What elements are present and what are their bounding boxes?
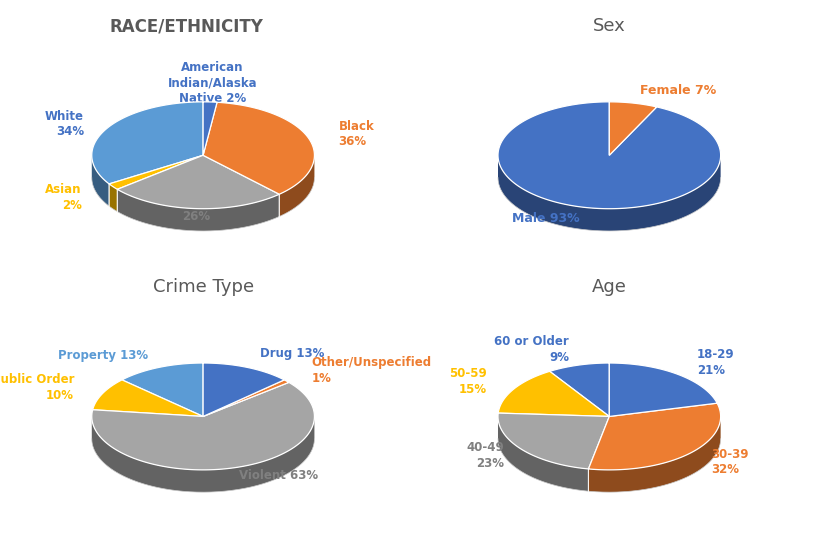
- Polygon shape: [609, 102, 656, 155]
- Text: Violent 63%: Violent 63%: [238, 469, 318, 482]
- Text: American
Indian/Alaska
Native 2%: American Indian/Alaska Native 2%: [167, 61, 257, 106]
- Polygon shape: [92, 417, 314, 492]
- Text: 40-49
23%: 40-49 23%: [465, 441, 503, 470]
- Polygon shape: [609, 363, 716, 416]
- Polygon shape: [498, 413, 609, 469]
- Polygon shape: [203, 102, 217, 155]
- Polygon shape: [118, 189, 279, 231]
- Text: 30-39
32%: 30-39 32%: [710, 448, 748, 477]
- Text: Other/Unspecified
1%: Other/Unspecified 1%: [311, 356, 431, 385]
- Text: 50-59
15%: 50-59 15%: [449, 367, 486, 396]
- Polygon shape: [279, 156, 314, 216]
- Polygon shape: [549, 363, 609, 416]
- Text: 18-29
21%: 18-29 21%: [696, 348, 734, 377]
- Polygon shape: [109, 184, 118, 212]
- Polygon shape: [498, 372, 609, 416]
- Text: Crime Type: Crime Type: [152, 278, 253, 296]
- Text: 60 or Older
9%: 60 or Older 9%: [493, 335, 568, 364]
- Text: Drug 13%: Drug 13%: [259, 347, 324, 360]
- Text: Age: Age: [591, 278, 626, 296]
- Polygon shape: [92, 102, 203, 184]
- Text: Female 7%: Female 7%: [639, 84, 715, 96]
- Polygon shape: [203, 363, 284, 416]
- Text: Hispanic
26%: Hispanic 26%: [167, 195, 224, 223]
- Polygon shape: [92, 382, 314, 470]
- Text: Asian
2%: Asian 2%: [45, 183, 81, 212]
- Polygon shape: [118, 155, 279, 209]
- Polygon shape: [498, 156, 720, 231]
- Polygon shape: [498, 102, 720, 209]
- Polygon shape: [92, 155, 109, 206]
- Text: Public Order
10%: Public Order 10%: [0, 373, 74, 401]
- Text: White
34%: White 34%: [45, 110, 84, 138]
- Text: Property 13%: Property 13%: [58, 349, 147, 362]
- Polygon shape: [93, 380, 203, 416]
- Text: Black
36%: Black 36%: [338, 120, 374, 148]
- Polygon shape: [588, 403, 720, 470]
- Text: Male 93%: Male 93%: [512, 212, 579, 225]
- Polygon shape: [122, 363, 203, 416]
- Text: RACE/ETHNICITY: RACE/ETHNICITY: [109, 17, 263, 35]
- Polygon shape: [203, 102, 314, 194]
- Polygon shape: [109, 155, 203, 189]
- Polygon shape: [498, 417, 588, 491]
- Polygon shape: [588, 417, 720, 492]
- Text: Sex: Sex: [592, 17, 625, 35]
- Polygon shape: [203, 380, 288, 416]
